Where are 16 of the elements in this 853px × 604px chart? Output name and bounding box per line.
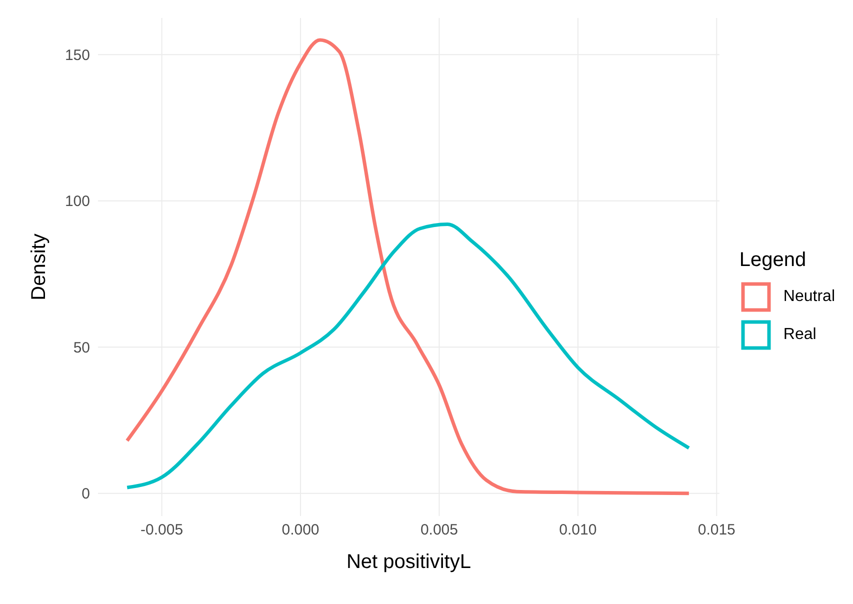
y-tick-label: 150 [64,46,90,64]
legend-title: Legend [739,248,808,272]
x-axis-title: Net positivityL [346,551,471,573]
x-tick-label: 0.005 [420,522,458,539]
y-tick-label: 50 [73,339,90,356]
y-tick-label: 0 [82,486,90,503]
x-tick-label: 0.000 [282,522,320,539]
legend-label: Real [783,326,816,344]
x-tick-label: 0.015 [698,522,736,539]
legend-label: Neutral [783,288,835,306]
x-tick-label: 0.010 [559,522,597,539]
y-tick-label: 100 [64,193,90,210]
line-series [125,222,691,490]
x-tick-label: -0.005 [140,522,184,539]
y-axis-title: Density [28,234,50,300]
line-series [125,38,691,496]
